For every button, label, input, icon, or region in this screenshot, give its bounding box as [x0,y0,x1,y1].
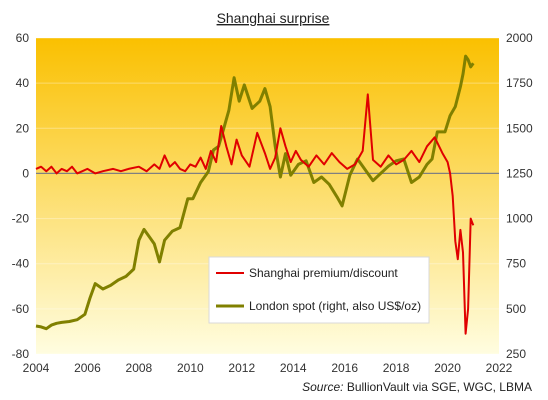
right-axis-ticks: 2000 1750 1500 1250 1000 750 500 250 [506,31,533,361]
x-tick-label: 2014 [280,361,307,375]
legend-label-premium: Shanghai premium/discount [249,266,398,280]
right-tick-label: 1000 [506,212,533,226]
source-note: Source: BullionVault via SGE, WGC, LBMA [302,380,532,394]
right-tick-label: 250 [506,347,526,361]
right-tick-label: 500 [506,302,526,316]
x-tick-label: 2004 [23,361,50,375]
x-tick-label: 2018 [383,361,410,375]
right-tick-label: 750 [506,257,526,271]
x-tick-label: 2006 [74,361,101,375]
left-tick-label: 0 [22,166,29,180]
source-label: Source: [302,380,343,394]
legend-box [208,256,430,324]
x-tick-label: 2020 [434,361,461,375]
left-tick-label: 20 [16,121,30,135]
left-tick-label: -60 [12,302,30,316]
x-tick-label: 2008 [126,361,153,375]
source-text: BullionVault via SGE, WGC, LBMA [347,380,532,394]
right-tick-label: 1750 [506,76,533,90]
x-tick-label: 2010 [177,361,204,375]
left-tick-label: 40 [16,76,30,90]
x-tick-label: 2012 [228,361,255,375]
left-axis-ticks: 60 40 20 0 -20 -40 -60 -80 [12,31,30,361]
right-tick-label: 2000 [506,31,533,45]
x-axis-ticks: 2004 2006 2008 2010 2012 2014 2016 2018 2020 2022 [23,361,513,375]
right-tick-label: 1250 [506,166,533,180]
x-tick-label: 2022 [486,361,513,375]
chart-title: Shanghai surprise [217,10,330,26]
right-tick-label: 1500 [506,121,533,135]
left-tick-label: -80 [12,347,30,361]
left-tick-label: 60 [16,31,30,45]
left-tick-label: -20 [12,212,30,226]
series-line-london-spot [35,54,475,331]
x-tick-label: 2016 [331,361,358,375]
legend-label-spot: London spot (right, also US$/oz) [249,299,421,313]
series-line-shanghai-premium [35,93,475,335]
legend: Shanghai premium/discount London spot (r… [208,256,430,324]
left-tick-label: -40 [12,257,30,271]
